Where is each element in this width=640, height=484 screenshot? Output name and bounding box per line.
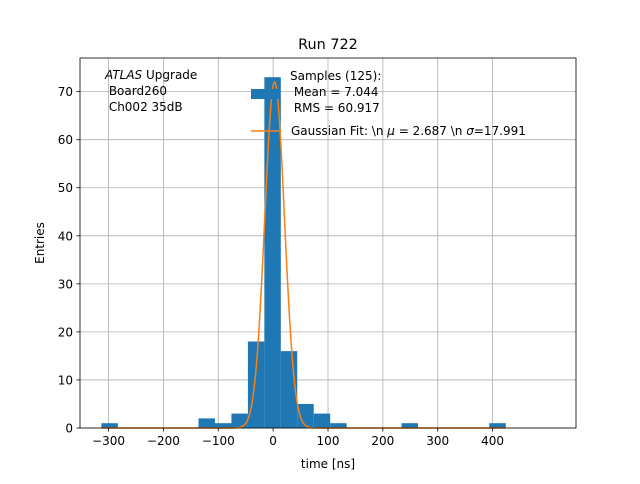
histogram-bar — [489, 423, 506, 428]
y-axis-label: Entries — [33, 222, 47, 264]
chart-title: Run 722 — [298, 37, 358, 53]
histogram-bar — [264, 77, 281, 429]
y-axis-ticks: 0 10 20 30 40 50 60 70 — [58, 85, 80, 436]
histogram-bar — [214, 423, 232, 428]
y-tick-label: 70 — [58, 85, 73, 99]
annotation-line-3: Ch002 35dB — [105, 100, 183, 114]
histogram-bar — [231, 413, 248, 428]
legend-histogram-line-2: Mean = 7.044 — [290, 85, 379, 99]
x-tick-label: 200 — [371, 434, 394, 448]
legend-histogram-line-1: Samples (125): — [290, 69, 381, 83]
upgrade-label: Upgrade — [142, 68, 197, 82]
fit-label-mu-value: = 2.687 \n — [395, 124, 466, 138]
x-axis-label: time [ns] — [301, 457, 355, 471]
y-tick-label: 20 — [58, 325, 73, 339]
histogram-bar — [297, 403, 314, 428]
annotation-line-1: ATLAS Upgrade — [104, 68, 197, 82]
fit-label-sigma-value: =17.991 — [474, 124, 526, 138]
fit-label-prefix: Gaussian Fit: \n — [291, 124, 387, 138]
y-tick-label: 0 — [65, 422, 73, 436]
legend-histogram-line-3: RMS = 60.917 — [290, 101, 380, 115]
x-tick-label: 0 — [269, 434, 277, 448]
y-tick-label: 10 — [58, 373, 73, 387]
atlas-annotation: ATLAS Upgrade Board260 Ch002 35dB — [104, 68, 197, 114]
x-tick-label: −300 — [92, 434, 125, 448]
y-tick-label: 30 — [58, 277, 73, 291]
y-tick-label: 40 — [58, 229, 73, 243]
histogram-bar — [247, 341, 265, 428]
histogram-bar — [401, 423, 418, 428]
x-tick-label: −100 — [202, 434, 235, 448]
histogram-bar — [330, 423, 347, 428]
y-tick-label: 50 — [58, 181, 73, 195]
histogram-bar — [313, 413, 331, 428]
fit-label-sigma: σ — [466, 124, 474, 138]
atlas-label: ATLAS — [104, 68, 143, 82]
x-tick-label: 100 — [317, 434, 340, 448]
x-tick-label: 300 — [426, 434, 449, 448]
histogram-bar — [198, 418, 215, 428]
x-tick-label: 400 — [481, 434, 504, 448]
legend-fit-label: Gaussian Fit: \n μ = 2.687 \n σ=17.991 — [291, 124, 526, 138]
histogram-bar — [101, 423, 118, 428]
y-tick-label: 60 — [58, 133, 73, 147]
x-axis-ticks: −300 −200 −100 0 100 200 300 400 — [92, 428, 504, 448]
x-tick-label: −200 — [147, 434, 180, 448]
annotation-line-2: Board260 — [105, 84, 167, 98]
legend-histogram-swatch — [251, 89, 279, 99]
legend: Samples (125): Mean = 7.044 RMS = 60.917… — [251, 69, 526, 138]
fit-label-mu: μ — [386, 124, 395, 138]
